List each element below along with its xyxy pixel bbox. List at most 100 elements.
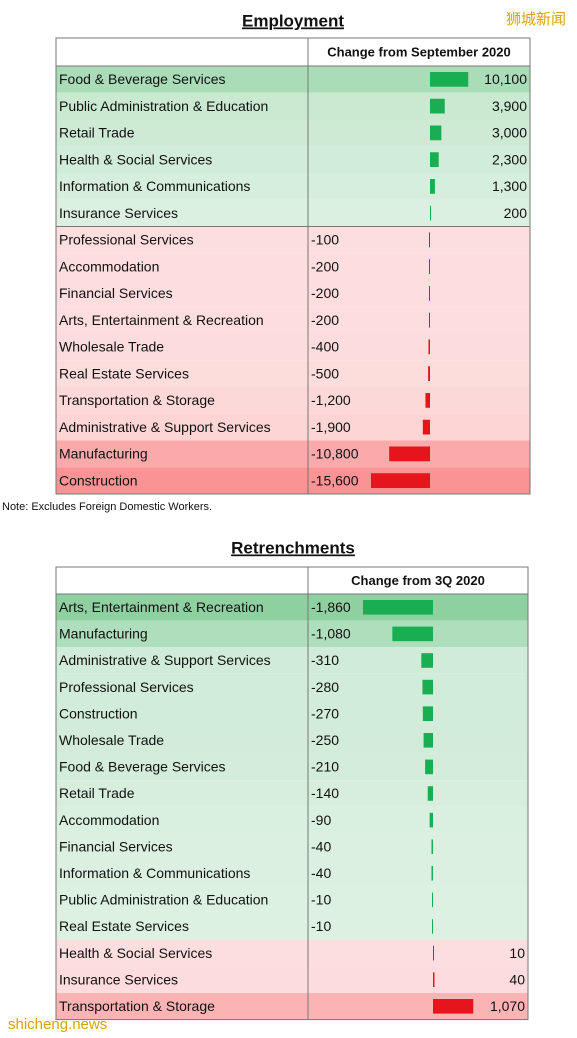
row-background — [56, 647, 528, 674]
row-background — [56, 467, 530, 494]
data-bar — [427, 786, 433, 801]
category-label: Accommodation — [59, 258, 159, 274]
row-background — [56, 226, 530, 254]
row-background — [56, 253, 530, 280]
category-label: Information & Communications — [59, 178, 250, 194]
value-label: -1,900 — [311, 419, 351, 435]
row-background — [56, 673, 528, 701]
data-bar — [389, 446, 430, 462]
category-label: Wholesale Trade — [59, 339, 164, 355]
value-label: 1,070 — [490, 998, 525, 1014]
value-label: 3,000 — [492, 125, 527, 141]
category-label: Food & Beverage Services — [59, 71, 226, 87]
value-label: -1,200 — [311, 392, 351, 408]
row-background — [56, 306, 530, 334]
watermark: 狮城新闻 — [506, 11, 566, 28]
value-label: -280 — [311, 679, 339, 695]
data-bar — [430, 125, 442, 141]
category-label: Transportation & Storage — [59, 998, 215, 1014]
row-background — [56, 620, 528, 648]
value-label: -100 — [311, 232, 339, 248]
row-background — [56, 753, 528, 781]
data-bar — [421, 653, 433, 668]
data-bar — [392, 626, 433, 642]
category-label: Financial Services — [59, 838, 173, 854]
table-title: Employment — [242, 11, 344, 30]
category-label: Construction — [59, 472, 138, 488]
data-bar — [431, 866, 433, 881]
value-label: 40 — [509, 971, 525, 987]
category-label: Professional Services — [59, 679, 194, 695]
row-background — [56, 333, 530, 361]
value-label: -15,600 — [311, 472, 359, 488]
category-label: Arts, Entertainment & Recreation — [59, 599, 264, 615]
row-background — [56, 413, 530, 441]
value-label: 1,300 — [492, 178, 527, 194]
row-background — [56, 780, 528, 807]
value-label: -1,080 — [311, 626, 351, 642]
data-bar — [433, 999, 474, 1014]
row-background — [56, 119, 530, 147]
data-bar — [429, 232, 430, 248]
row-background — [56, 833, 528, 860]
category-label: Information & Communications — [59, 865, 250, 881]
value-label: -90 — [311, 812, 331, 828]
value-label: -1,860 — [311, 599, 351, 615]
category-label: Arts, Entertainment & Recreation — [59, 312, 264, 328]
data-bar — [429, 286, 430, 301]
data-bar — [422, 419, 430, 435]
data-bar — [433, 972, 435, 987]
value-label: -270 — [311, 705, 339, 721]
row-background — [56, 939, 528, 967]
value-label: -200 — [311, 312, 339, 328]
category-label: Insurance Services — [59, 205, 178, 221]
category-label: Construction — [59, 705, 138, 721]
row-background — [56, 806, 528, 834]
data-bar — [429, 812, 433, 828]
category-label: Accommodation — [59, 812, 159, 828]
value-label: 10 — [509, 945, 525, 961]
category-label: Manufacturing — [59, 626, 148, 642]
row-background — [56, 860, 528, 887]
category-label: Real Estate Services — [59, 918, 189, 934]
value-label: -210 — [311, 759, 339, 775]
column-header: Change from September 2020 — [327, 44, 511, 59]
table-border — [55, 566, 529, 1021]
data-bar — [430, 152, 439, 167]
watermark: shicheng.news — [8, 1016, 107, 1033]
category-label: Professional Services — [59, 232, 194, 248]
value-label: 3,900 — [492, 98, 527, 114]
row-background — [56, 92, 530, 120]
row-background — [56, 387, 530, 414]
value-label: -10,800 — [311, 446, 359, 462]
category-label: Retail Trade — [59, 125, 135, 141]
value-label: -140 — [311, 785, 339, 801]
row-background — [56, 360, 530, 387]
row-background — [56, 966, 528, 993]
data-bar — [371, 473, 430, 488]
category-label: Financial Services — [59, 285, 173, 301]
row-background — [56, 199, 530, 227]
row-background — [56, 594, 528, 621]
data-bar — [433, 945, 434, 961]
value-label: -40 — [311, 865, 331, 881]
table-border — [55, 37, 531, 495]
row-background — [56, 727, 528, 754]
data-bar — [430, 179, 435, 194]
category-label: Public Administration & Education — [59, 892, 268, 908]
data-bar — [428, 366, 430, 381]
category-label: Food & Beverage Services — [59, 759, 226, 775]
category-label: Retail Trade — [59, 785, 135, 801]
category-label: Insurance Services — [59, 971, 178, 987]
row-background — [56, 146, 530, 173]
row-background — [56, 913, 528, 940]
category-label: Real Estate Services — [59, 365, 189, 381]
data-bar — [430, 72, 469, 87]
value-label: 10,100 — [484, 71, 527, 87]
table-title: Retrenchments — [231, 538, 355, 557]
category-label: Health & Social Services — [59, 945, 212, 961]
value-label: -10 — [311, 892, 331, 908]
data-bar — [429, 259, 430, 274]
data-bar — [432, 919, 433, 934]
data-bar — [425, 759, 433, 775]
